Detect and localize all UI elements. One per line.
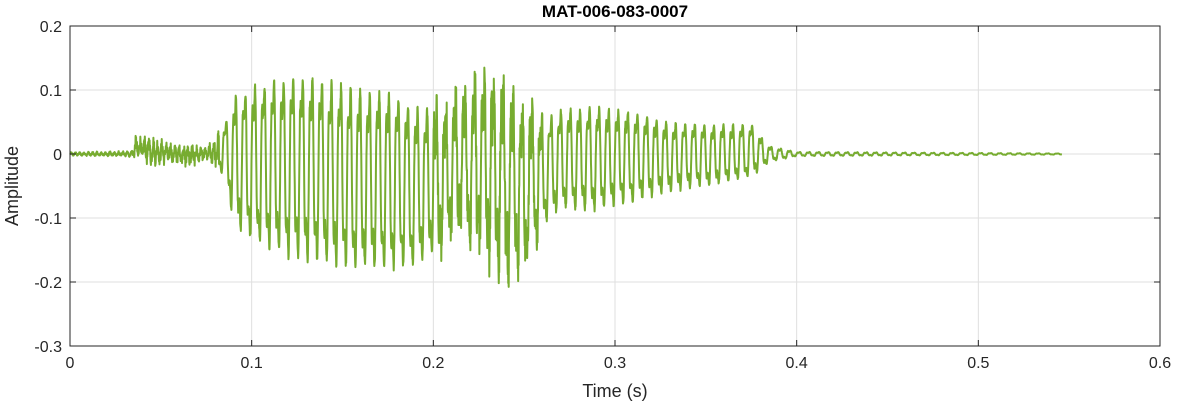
x-tick-label: 0: [66, 355, 75, 372]
x-axis-label: Time (s): [582, 381, 647, 401]
y-tick-label: 0.1: [40, 83, 62, 100]
y-tick-label: -0.2: [34, 275, 62, 292]
x-tick-label: 0.1: [241, 355, 263, 372]
y-tick-label: -0.1: [34, 211, 62, 228]
x-tick-label: 0.2: [422, 355, 444, 372]
chart-title: MAT-006-083-0007: [542, 2, 688, 21]
y-tick-label: -0.3: [34, 339, 62, 356]
x-axis: 0 0.1 0.2 0.3 0.4 0.5 0.6: [66, 26, 1171, 372]
y-tick-label: 0.2: [40, 19, 62, 36]
y-tick-label: 0: [53, 147, 62, 164]
waveform-series: [69, 66, 1063, 288]
waveform-line: [69, 66, 1063, 288]
x-tick-label: 0.4: [786, 355, 808, 372]
x-tick-label: 0.3: [604, 355, 626, 372]
x-tick-label: 0.5: [967, 355, 989, 372]
x-tick-label: 0.6: [1149, 355, 1171, 372]
y-axis: -0.3 -0.2 -0.1 0 0.1 0.2: [34, 19, 1160, 356]
y-axis-label: Amplitude: [2, 146, 22, 226]
